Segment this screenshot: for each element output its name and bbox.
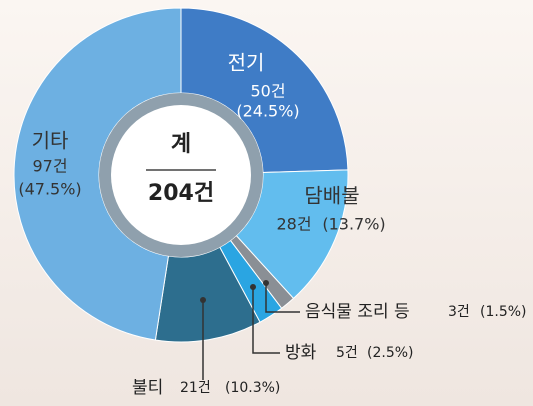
value-label: 28건 bbox=[276, 215, 311, 234]
value-label: 21건 bbox=[180, 380, 211, 396]
share-label: (2.5%) bbox=[367, 345, 414, 361]
category-label: 불티 bbox=[132, 378, 163, 398]
share-label: (24.5%) bbox=[236, 102, 299, 121]
total-value: 204건 bbox=[148, 181, 214, 206]
share-label: (47.5%) bbox=[18, 180, 81, 199]
category-label: 전기 bbox=[228, 51, 265, 75]
category-label: 방화 bbox=[285, 343, 317, 363]
value-label: 97건 bbox=[32, 157, 67, 176]
share-label: (13.7%) bbox=[322, 215, 385, 234]
share-label: (1.5%) bbox=[480, 304, 527, 320]
center-circle bbox=[111, 105, 251, 245]
total-label: 계 bbox=[171, 132, 191, 157]
value-label: 5건 bbox=[336, 345, 358, 361]
category-label: 기타 bbox=[32, 129, 69, 153]
chart: 계 204건 전기 50건(24.5%) 담배불 28건 (13.7%) 음식물 조리 등… bbox=[0, 0, 533, 406]
value-label: 50건 bbox=[250, 82, 285, 101]
category-label: 음식물 조리 등 bbox=[305, 302, 410, 322]
category-label: 담배불 bbox=[304, 184, 359, 208]
share-label: (10.3%) bbox=[225, 380, 280, 396]
value-label: 3건 bbox=[448, 304, 470, 320]
